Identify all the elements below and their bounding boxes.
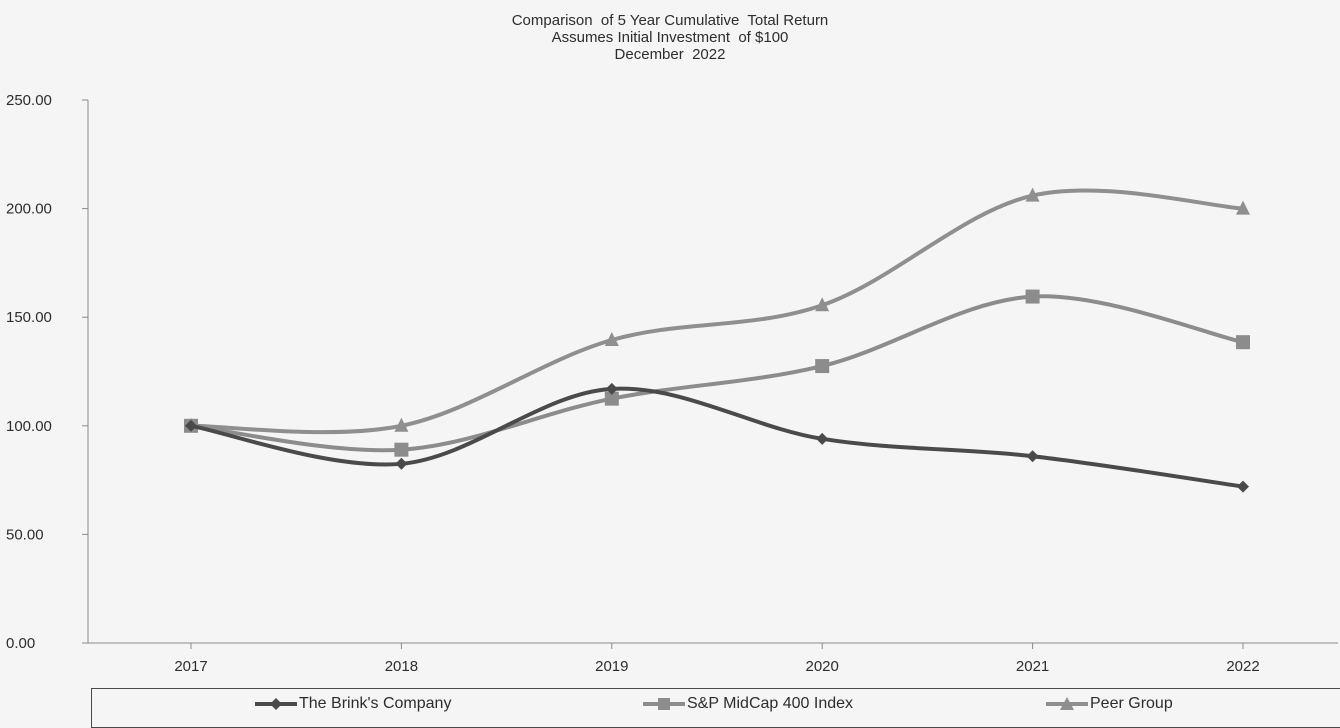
- triangle-marker-icon: [1046, 697, 1088, 710]
- x-tick-label: 2017: [174, 658, 207, 675]
- legend-label-brinks: The Brink's Company: [299, 695, 452, 712]
- chart-title-line-3: December 2022: [614, 46, 726, 63]
- legend-item-sp-midcap: S&P MidCap 400 Index: [643, 695, 853, 713]
- chart-title-line-2: Assumes Initial Investment of $100: [551, 29, 789, 46]
- data-point-triangle: [1236, 200, 1250, 215]
- x-tick-label: 2019: [595, 658, 628, 675]
- square-marker-icon: [643, 698, 685, 710]
- x-tick-label: 2020: [806, 658, 839, 675]
- x-tick-label: 2018: [385, 658, 418, 675]
- data-point-triangle: [604, 332, 619, 347]
- legend-item-brinks: The Brink's Company: [255, 695, 451, 713]
- series-line: [190, 294, 1244, 453]
- series-2: [184, 187, 1250, 435]
- series-0: [185, 382, 1249, 493]
- legend: The Brink's Company S&P MidCap 400 Index…: [91, 688, 1340, 728]
- x-axis-ticks: 2017 2018 2019 2020 2021 2022: [174, 643, 1260, 675]
- series-line: [190, 386, 1244, 489]
- y-tick-label: 250.00: [6, 92, 52, 109]
- data-point-square: [1236, 335, 1250, 350]
- data-point-triangle: [1025, 187, 1040, 202]
- data-point-diamond: [1237, 480, 1249, 493]
- y-axis-ticks: 0.00 50.00 100.00 150.00 200.00 250.00: [6, 92, 88, 652]
- legend-label-peer-group: Peer Group: [1090, 695, 1173, 712]
- data-point-triangle: [815, 297, 830, 312]
- data-point-diamond: [395, 457, 408, 470]
- series-1: [184, 289, 1250, 457]
- y-tick-label: 200.00: [6, 201, 52, 218]
- data-point-square: [815, 359, 830, 374]
- y-tick-label: 100.00: [6, 418, 52, 435]
- data-point-square: [604, 391, 619, 406]
- x-tick-label: 2022: [1226, 658, 1259, 675]
- legend-label-sp-midcap: S&P MidCap 400 Index: [687, 695, 854, 712]
- series-layer: [184, 187, 1250, 493]
- series-line: [190, 188, 1244, 435]
- y-tick-label: 150.00: [6, 309, 52, 326]
- y-tick-label: 0.00: [6, 635, 35, 652]
- legend-item-peer-group: Peer Group: [1046, 695, 1173, 713]
- data-point-square: [394, 442, 409, 457]
- data-point-diamond: [1026, 450, 1039, 463]
- chart-title: Comparison of 5 Year Cumulative Total Re…: [0, 12, 1340, 63]
- x-tick-label: 2021: [1016, 658, 1049, 675]
- data-point-diamond: [185, 419, 197, 432]
- data-point-square: [1025, 289, 1040, 304]
- data-point-diamond: [605, 382, 618, 395]
- chart-axes: [87, 100, 1338, 644]
- chart-title-line-1: Comparison of 5 Year Cumulative Total Re…: [511, 12, 829, 29]
- data-point-diamond: [816, 432, 829, 445]
- diamond-marker-icon: [255, 698, 297, 710]
- data-point-triangle: [394, 417, 409, 432]
- y-tick-label: 50.00: [6, 526, 44, 543]
